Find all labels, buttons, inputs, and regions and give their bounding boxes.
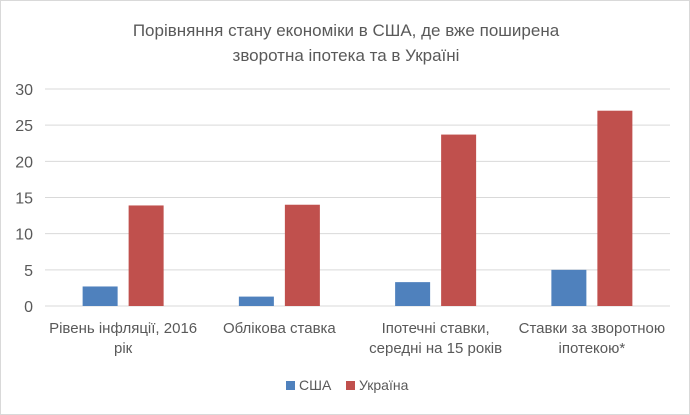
y-tick-label: 15 bbox=[15, 191, 33, 208]
y-tick-label: 0 bbox=[24, 299, 33, 316]
y-tick-label: 10 bbox=[15, 227, 33, 244]
x-category-label: Іпотечні ставки, bbox=[382, 320, 490, 337]
chart-title-line: Порівняння стану економіки в США, де вже… bbox=[133, 21, 560, 40]
bar-usa bbox=[395, 282, 431, 306]
y-tick-label: 5 bbox=[24, 263, 33, 280]
bar-ukraine bbox=[284, 204, 320, 306]
bar-ukraine bbox=[128, 205, 164, 306]
x-category-label: Рівень інфляції, 2016 bbox=[49, 320, 197, 337]
x-category-label: рік bbox=[114, 340, 133, 357]
y-tick-label: 30 bbox=[15, 82, 33, 99]
bar-usa bbox=[82, 286, 118, 306]
bar-usa bbox=[238, 296, 274, 306]
x-category-label: Ставки за зворотною bbox=[519, 320, 665, 337]
legend-swatch bbox=[286, 381, 295, 390]
chart-title-line: зворотна іпотека та в Україні bbox=[233, 46, 460, 65]
x-category-label: середні на 15 років bbox=[369, 340, 502, 357]
y-tick-label: 20 bbox=[15, 154, 33, 171]
legend-swatch bbox=[346, 381, 355, 390]
x-category-label: Облікова ставка bbox=[223, 320, 336, 337]
legend-label: США bbox=[299, 377, 332, 393]
bar-ukraine bbox=[597, 110, 633, 306]
bar-usa bbox=[551, 269, 587, 306]
legend-label: Україна bbox=[359, 377, 409, 393]
y-tick-label: 25 bbox=[15, 118, 33, 135]
x-category-label: іпотекою* bbox=[559, 340, 626, 357]
bar-ukraine bbox=[441, 134, 477, 306]
